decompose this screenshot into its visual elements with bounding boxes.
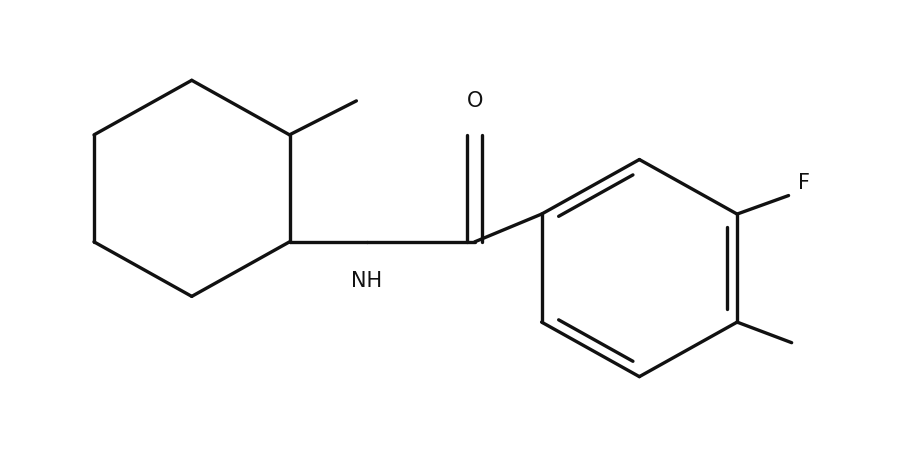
- Text: O: O: [467, 91, 483, 111]
- Text: F: F: [798, 173, 810, 193]
- Text: NH: NH: [351, 271, 383, 291]
